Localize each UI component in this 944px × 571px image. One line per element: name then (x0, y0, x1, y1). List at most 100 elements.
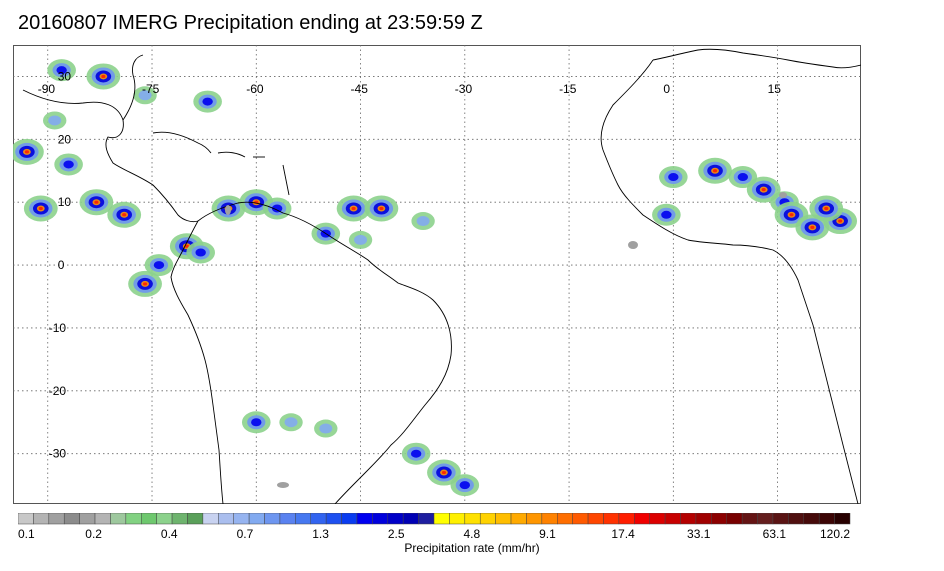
precip-cell (450, 474, 480, 497)
colorbar-swatch (110, 513, 127, 525)
colorbar-swatch (741, 513, 758, 525)
precip-cell (86, 63, 121, 90)
precip-cell (427, 459, 461, 486)
map-canvas: -90 -75 -60 -45 -30 -15 0 15 30 20 10 0 -10 -20 -30 (13, 45, 861, 504)
colorbar-swatch (464, 513, 481, 525)
colorbar-swatch (726, 513, 743, 525)
colorbar-tick-label: 2.5 (388, 527, 405, 541)
lon-tick-label: -90 (38, 82, 56, 96)
coastline-africa-north (652, 48, 861, 69)
lon-tick-label: 0 (663, 82, 670, 96)
colorbar-swatch (218, 513, 234, 525)
precip-cell (336, 195, 371, 222)
lake-volta (628, 241, 638, 249)
precip-cell (193, 90, 222, 113)
lat-tick-label: 20 (58, 132, 72, 146)
lat-tick-label: 10 (58, 195, 72, 209)
colorbar-swatch (279, 513, 296, 525)
lon-tick-label: -60 (246, 82, 264, 96)
lat-tick-label: -10 (49, 321, 67, 335)
colorbar-swatch (171, 513, 188, 525)
colorbar-swatch (495, 513, 512, 525)
precip-cell (401, 442, 431, 465)
colorbar-label: Precipitation rate (mm/hr) (404, 541, 540, 555)
coastlines (22, 48, 861, 504)
coastline-florida (122, 54, 144, 121)
colorbar-swatch (541, 513, 558, 525)
lat-tick-label: -20 (49, 384, 67, 398)
precip-cell (54, 153, 83, 176)
colorbar-swatch (526, 513, 543, 525)
precip-cell (348, 230, 373, 249)
colorbar-tick-label: 63.1 (763, 527, 787, 541)
precip-cell (241, 411, 271, 434)
precipitation-map: -90 -75 -60 -45 -30 -15 0 15 30 20 10 0 -10 -20 -30 (13, 45, 861, 504)
colorbar-swatch (479, 513, 496, 525)
colorbar-swatch (141, 513, 157, 525)
colorbar-swatch (48, 513, 65, 525)
precip-cell (133, 86, 157, 105)
colorbar-swatch (372, 513, 389, 525)
precip-cell (411, 212, 435, 231)
precip-cell (262, 197, 292, 220)
coastline-cuba (152, 131, 212, 154)
colorbar-swatch (557, 513, 573, 525)
colorbar-swatch (818, 513, 835, 525)
colorbar-swatch (356, 513, 373, 525)
colorbar-swatch (449, 513, 466, 525)
colorbar-tick-label: 0.7 (237, 527, 254, 541)
colorbar-tick-label: 0.2 (85, 527, 102, 541)
graticule (13, 45, 861, 504)
precip-cell (659, 166, 688, 189)
lat-tick-label: -30 (49, 447, 67, 461)
colorbar-swatch (33, 513, 50, 525)
lon-tick-label: -15 (559, 82, 577, 96)
colorbar-tick-label: 0.1 (18, 527, 35, 541)
colorbar-swatch (295, 513, 311, 525)
colorbar-tick-label: 33.1 (687, 527, 711, 541)
colorbar-swatch (94, 513, 111, 525)
colorbar-tick-label: 1.3 (312, 527, 329, 541)
precip-cell (79, 189, 114, 216)
lake-maracaibo (225, 205, 231, 215)
colorbar-swatch (187, 513, 204, 525)
precip-cell (795, 214, 830, 241)
lat-tick-label: 0 (58, 258, 65, 272)
precip-cell (107, 201, 142, 228)
lon-tick-label: -75 (142, 82, 160, 96)
colorbar-swatch (264, 513, 281, 525)
colorbar-swatches (18, 513, 851, 525)
coastline-south-america-west (170, 220, 224, 504)
lake-titicaca (277, 482, 289, 488)
colorbar-swatch (18, 513, 34, 525)
precip-cell (128, 270, 162, 297)
colorbar-tick-label: 120.2 (820, 527, 850, 541)
coastline-hispaniola (217, 151, 246, 158)
coastline-africa (600, 59, 859, 504)
colorbar-tick-label: 9.1 (539, 527, 556, 541)
precip-cell (13, 138, 44, 165)
coastline-lesser-antilles (282, 164, 290, 196)
colorbar-tick-label: 4.8 (463, 527, 480, 541)
colorbar-swatch (772, 513, 789, 525)
coastline-north-america (22, 89, 199, 223)
colorbar-swatch (248, 513, 265, 525)
colorbar-swatch (125, 513, 142, 525)
colorbar-swatch (757, 513, 774, 525)
lon-tick-label: -45 (351, 82, 369, 96)
precip-cell (279, 413, 303, 432)
precip-cell (728, 166, 758, 189)
lakes (225, 192, 787, 488)
colorbar-swatch (202, 513, 219, 525)
precip-cell (186, 241, 215, 264)
lat-tick-label: 30 (58, 69, 72, 83)
colorbar-swatch (618, 513, 635, 525)
colorbar-swatch (402, 513, 419, 525)
colorbar-swatch (664, 513, 681, 525)
colorbar-swatch (587, 513, 604, 525)
precip-cell (364, 195, 399, 222)
colorbar-swatch (418, 513, 435, 525)
precip-cell (809, 195, 844, 222)
colorbar-swatch (834, 513, 851, 525)
colorbar-swatch (510, 513, 527, 525)
